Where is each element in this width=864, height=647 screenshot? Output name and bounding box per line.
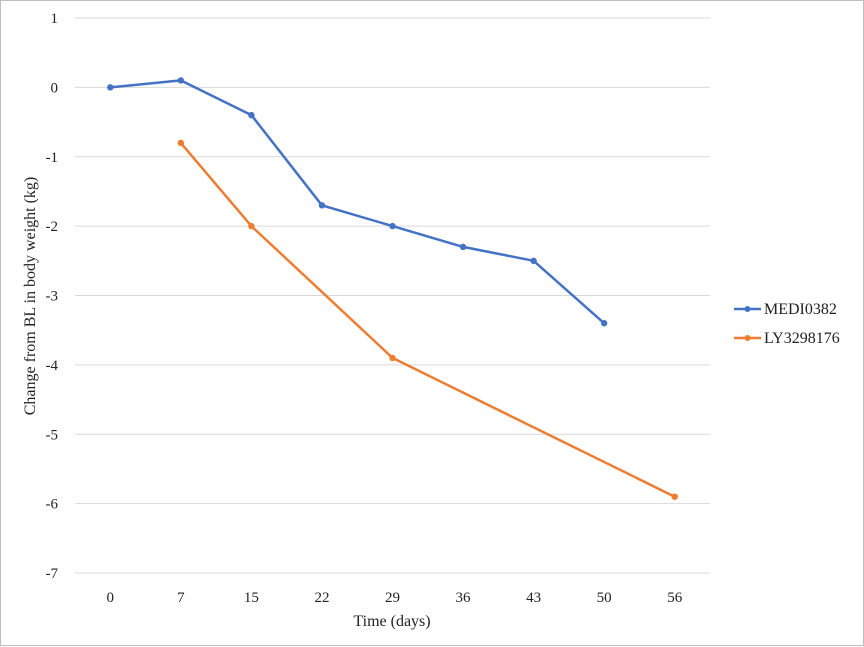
data-point (389, 354, 396, 362)
x-tick-label: 0 (107, 590, 115, 606)
x-tick-label: 22 (314, 590, 329, 606)
legend-marker-medi0382 (744, 306, 751, 312)
data-point (248, 111, 255, 119)
data-point (248, 222, 255, 230)
x-axis-label: Time (days) (353, 613, 430, 630)
x-tick-label: 15 (244, 590, 259, 606)
y-tick-label: -6 (46, 497, 59, 513)
x-tick-label: 36 (456, 590, 472, 606)
y-tick-label: -3 (46, 289, 59, 305)
gridlines (75, 17, 710, 574)
x-axis-ticks: 0 7 15 22 29 36 43 50 56 (107, 590, 683, 606)
legend-item-medi0382: MEDI0382 (734, 301, 837, 318)
x-tick-label: 56 (667, 590, 683, 606)
data-point (459, 243, 467, 251)
data-point (318, 202, 326, 209)
data-point (600, 320, 608, 327)
data-point (107, 84, 114, 91)
x-tick-label: 50 (597, 590, 612, 606)
y-tick-label: 0 (51, 80, 59, 96)
legend-item-ly3298176: LY3298176 (734, 330, 840, 347)
data-point (671, 493, 678, 500)
y-axis-ticks: 1 0 -1 -2 -3 -4 -5 -6 -7 (46, 11, 59, 582)
legend: MEDI0382 LY3298176 (734, 301, 840, 347)
y-tick-label: 1 (51, 11, 59, 27)
y-tick-label: -4 (46, 358, 59, 374)
data-point (389, 222, 396, 230)
legend-label-medi0382: MEDI0382 (764, 301, 837, 318)
series-line-1 (179, 141, 676, 498)
data-point (530, 257, 537, 265)
legend-marker-ly3298176 (744, 335, 751, 341)
x-tick-label: 43 (526, 590, 541, 606)
data-point (177, 139, 185, 147)
y-tick-label: -7 (46, 566, 59, 582)
legend-label-ly3298176: LY3298176 (764, 330, 840, 347)
series-line-0 (109, 79, 606, 325)
x-tick-label: 7 (177, 590, 185, 606)
y-tick-label: -2 (46, 219, 59, 235)
y-tick-label: -5 (46, 427, 59, 443)
x-tick-label: 29 (385, 590, 400, 606)
data-point (177, 77, 185, 84)
y-axis-label: Change from BL in body weight (kg) (22, 177, 39, 415)
y-tick-label: -1 (46, 150, 59, 166)
series-lines (107, 77, 678, 500)
